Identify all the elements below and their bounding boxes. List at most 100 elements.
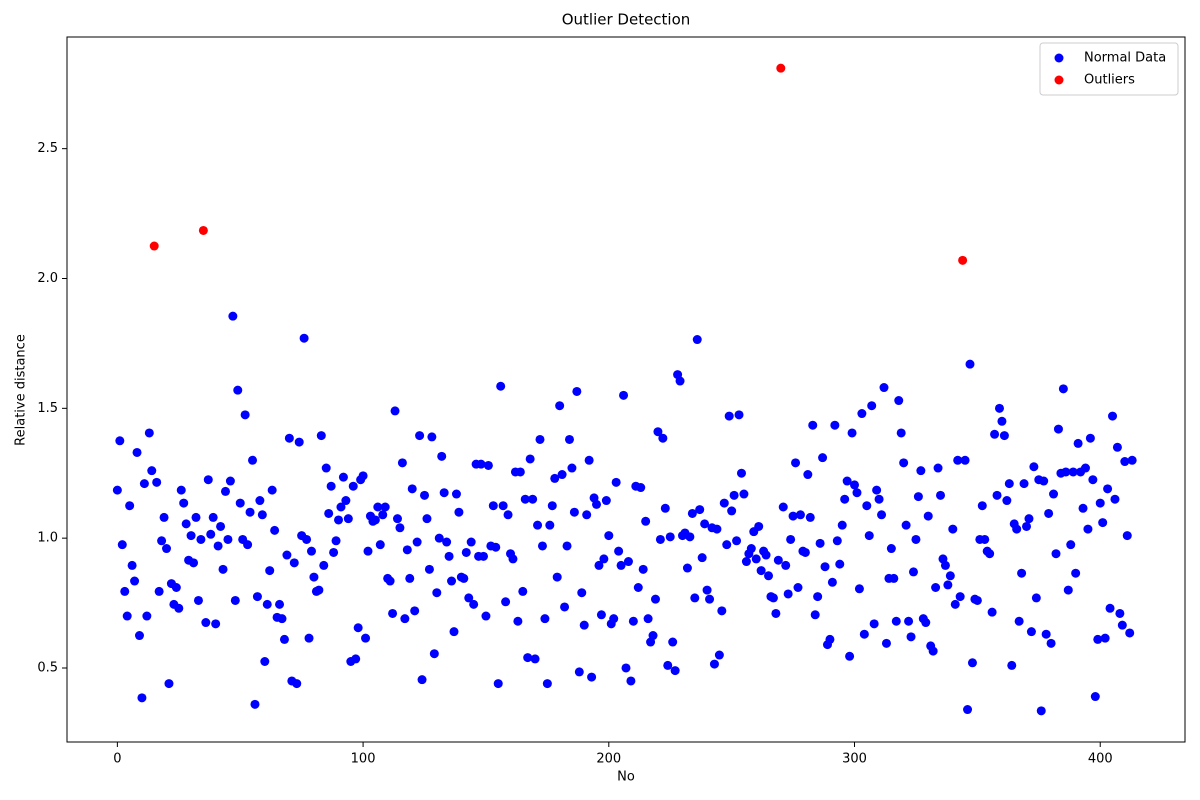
data-point: [896, 428, 906, 438]
data-point: [901, 520, 911, 530]
data-point: [361, 633, 371, 643]
data-point: [245, 507, 255, 517]
data-point: [191, 512, 201, 522]
data-point: [1012, 524, 1022, 534]
data-point: [491, 542, 501, 552]
data-point: [353, 623, 363, 633]
data-point: [1117, 620, 1127, 630]
data-point: [692, 335, 702, 345]
data-point: [1031, 593, 1041, 603]
data-point: [338, 472, 348, 482]
data-point: [117, 540, 127, 550]
data-point: [945, 571, 955, 581]
data-point: [316, 431, 326, 441]
x-axis-label: No: [617, 770, 635, 785]
data-point: [936, 490, 946, 500]
data-point: [599, 554, 609, 564]
data-point: [402, 545, 412, 555]
data-point: [555, 401, 565, 411]
data-point: [827, 577, 837, 587]
data-point: [351, 654, 361, 664]
data-point: [137, 693, 147, 703]
data-point: [513, 616, 523, 626]
data-point: [648, 631, 658, 641]
data-point: [931, 582, 941, 592]
data-point: [395, 523, 405, 533]
data-point: [1071, 568, 1081, 578]
data-point: [213, 541, 223, 551]
data-point: [1022, 521, 1032, 531]
data-point: [388, 608, 398, 618]
data-point: [228, 311, 238, 321]
data-point: [921, 618, 931, 628]
data-point: [157, 536, 167, 546]
data-point: [803, 470, 813, 480]
data-point: [220, 486, 230, 496]
data-point: [712, 524, 722, 534]
data-point: [869, 619, 879, 629]
data-point: [658, 433, 668, 443]
data-point: [862, 501, 872, 511]
data-point: [795, 510, 805, 520]
data-point: [319, 560, 329, 570]
data-point: [159, 512, 169, 522]
data-point: [275, 599, 285, 609]
data-point: [818, 453, 828, 463]
data-point: [1029, 462, 1039, 472]
x-tick-label: 400: [1088, 752, 1113, 767]
data-point: [768, 593, 778, 603]
data-point: [1100, 633, 1110, 643]
data-point: [727, 506, 737, 516]
data-point: [515, 467, 525, 477]
data-point: [577, 588, 587, 598]
data-point: [840, 494, 850, 504]
data-point: [881, 638, 891, 648]
legend-marker: [1054, 53, 1064, 63]
data-point: [447, 576, 457, 586]
data-point: [132, 447, 142, 457]
data-point: [641, 516, 651, 526]
x-tick-label: 0: [113, 752, 121, 767]
data-point: [162, 544, 172, 554]
data-point: [375, 540, 385, 550]
data-point: [248, 455, 258, 465]
data-point: [980, 534, 990, 544]
data-point: [904, 616, 914, 626]
data-point: [1088, 475, 1098, 485]
data-point: [442, 537, 452, 547]
data-point: [508, 554, 518, 564]
data-point: [400, 614, 410, 624]
data-point: [211, 619, 221, 629]
data-point: [584, 455, 594, 465]
data-point: [461, 547, 471, 557]
data-point: [252, 592, 262, 602]
data-point: [955, 592, 965, 602]
data-point: [987, 607, 997, 617]
data-point: [289, 558, 299, 568]
data-point: [1036, 706, 1046, 716]
data-point: [682, 563, 692, 573]
data-point: [722, 540, 732, 550]
data-point: [916, 466, 926, 476]
data-point: [837, 520, 847, 530]
data-point: [1127, 455, 1137, 465]
data-point: [899, 458, 909, 468]
data-point: [424, 564, 434, 574]
data-point: [420, 490, 430, 500]
data-point: [142, 611, 152, 621]
data-point: [179, 498, 189, 508]
data-point: [437, 451, 447, 461]
data-point: [230, 595, 240, 605]
data-point: [459, 573, 469, 583]
data-point: [466, 537, 476, 547]
data-point: [997, 416, 1007, 426]
data-point: [255, 496, 265, 506]
plot-frame: [66, 36, 1186, 743]
legend-box: [1039, 42, 1179, 96]
data-point: [498, 501, 508, 511]
data-point: [808, 420, 818, 430]
data-point: [380, 502, 390, 512]
data-point: [1090, 692, 1100, 702]
data-point: [697, 553, 707, 563]
